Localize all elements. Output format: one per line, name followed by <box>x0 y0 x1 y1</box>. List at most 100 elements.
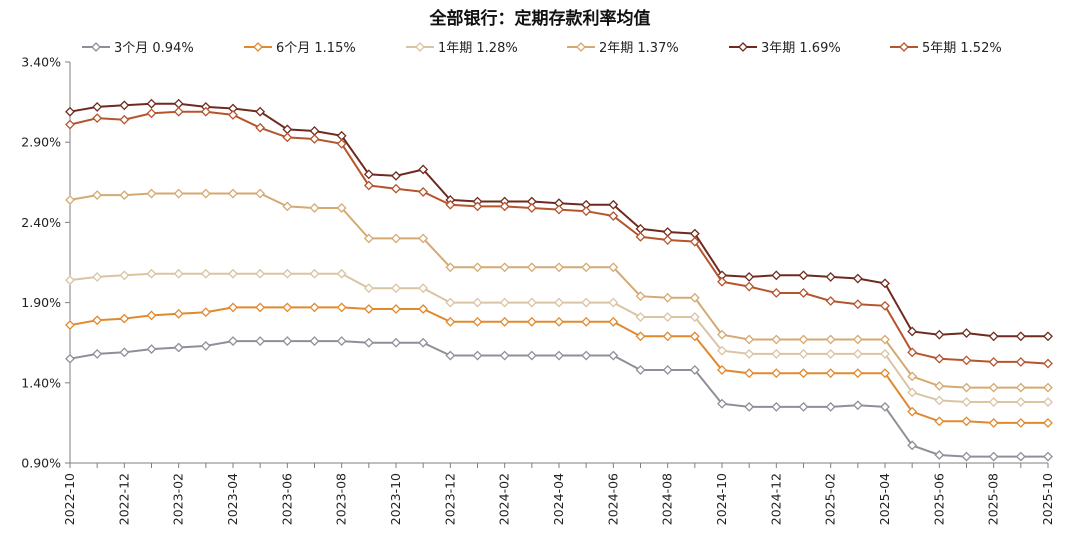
series-point <box>744 272 755 282</box>
series-point <box>499 316 510 327</box>
series-point <box>717 365 727 375</box>
legend-label: 2年期 1.37% <box>599 41 679 56</box>
series-point <box>554 262 564 273</box>
series-point <box>255 122 266 133</box>
series-point <box>1015 357 1026 367</box>
series-point <box>852 368 863 379</box>
series-point <box>309 126 320 136</box>
x-tick-label: 2025-10 <box>1040 473 1055 525</box>
series-point <box>852 349 863 359</box>
series-point <box>744 368 755 379</box>
series-point <box>363 337 374 348</box>
series-point <box>92 113 103 124</box>
series-point <box>363 304 374 314</box>
series-point <box>554 350 564 361</box>
series-point <box>282 201 293 212</box>
legend-label: 3个月 0.94% <box>114 41 194 56</box>
series-point <box>200 268 211 279</box>
series-point <box>771 401 782 412</box>
series-point <box>146 310 157 321</box>
series-point <box>581 262 592 273</box>
series-point <box>1043 451 1053 462</box>
series-point <box>1043 397 1053 407</box>
x-tick-label: 2023-02 <box>171 473 186 525</box>
chart-title: 全部银行：定期存款利率均值 <box>429 9 651 29</box>
x-tick-label: 2025-04 <box>877 473 892 525</box>
series-point <box>852 273 863 284</box>
series-point <box>228 268 238 279</box>
series-point <box>472 316 483 327</box>
series-point <box>988 417 999 428</box>
series-point <box>689 331 700 342</box>
series-point <box>526 203 537 213</box>
x-tick-label: 2025-08 <box>986 473 1001 525</box>
series-point <box>200 307 211 318</box>
series-point <box>255 302 266 313</box>
series-point <box>146 188 157 199</box>
series-point <box>934 353 945 364</box>
series-point <box>988 331 999 342</box>
x-tick-label: 2023-12 <box>442 473 457 525</box>
series-point <box>228 336 238 347</box>
series-point <box>662 365 673 375</box>
legend-label: 5年期 1.52% <box>922 41 1002 56</box>
series-point <box>65 119 75 130</box>
x-tick-label: 2023-04 <box>225 473 240 525</box>
series-point <box>608 297 619 308</box>
series-point <box>581 297 592 308</box>
series-point <box>662 235 673 245</box>
series-point <box>1015 417 1026 428</box>
series-point <box>635 291 646 302</box>
y-tick-label: 2.90% <box>21 135 61 150</box>
series-point <box>119 114 130 125</box>
series-point <box>744 401 755 412</box>
series-point <box>418 187 429 197</box>
series-point <box>336 336 347 347</box>
series-point <box>499 350 510 361</box>
series-point <box>907 371 918 382</box>
series-point <box>200 188 211 199</box>
legend-marker <box>576 42 586 52</box>
series-point <box>852 400 863 411</box>
series-point <box>363 169 374 180</box>
x-tick-label: 2024-06 <box>605 473 620 525</box>
series-point <box>1043 358 1053 369</box>
series-point <box>934 381 945 391</box>
series-point <box>173 98 184 109</box>
series-point <box>363 180 374 191</box>
series-point <box>445 262 456 273</box>
series-point <box>988 357 999 367</box>
series-point <box>255 268 266 279</box>
series-point <box>581 350 592 361</box>
series-point <box>852 334 863 345</box>
series-point <box>880 349 890 359</box>
series-point <box>635 365 646 375</box>
series-point <box>363 233 374 244</box>
series-point <box>119 313 130 324</box>
series-point <box>173 106 184 117</box>
series-point <box>934 395 945 406</box>
series-point <box>92 272 103 282</box>
y-tick-label: 0.90% <box>21 456 61 471</box>
series-point <box>146 268 157 279</box>
series-point <box>608 350 619 361</box>
series-point <box>744 334 755 345</box>
x-tick-label: 2023-10 <box>388 473 403 525</box>
series-point <box>907 347 918 358</box>
series-point <box>65 320 75 330</box>
legend-label: 3年期 1.69% <box>761 41 841 56</box>
series-point <box>146 108 157 119</box>
series-point <box>309 302 320 313</box>
series-point <box>907 440 918 451</box>
series-point <box>717 398 727 409</box>
series-point <box>961 397 972 407</box>
series-point <box>391 233 401 244</box>
series-point <box>391 337 401 348</box>
series-point <box>907 387 918 398</box>
series-point <box>608 262 619 273</box>
series-point <box>988 397 999 407</box>
series-point <box>445 199 456 210</box>
y-tick-label: 2.40% <box>21 215 61 230</box>
series-point <box>880 334 890 345</box>
series-point <box>391 170 401 181</box>
